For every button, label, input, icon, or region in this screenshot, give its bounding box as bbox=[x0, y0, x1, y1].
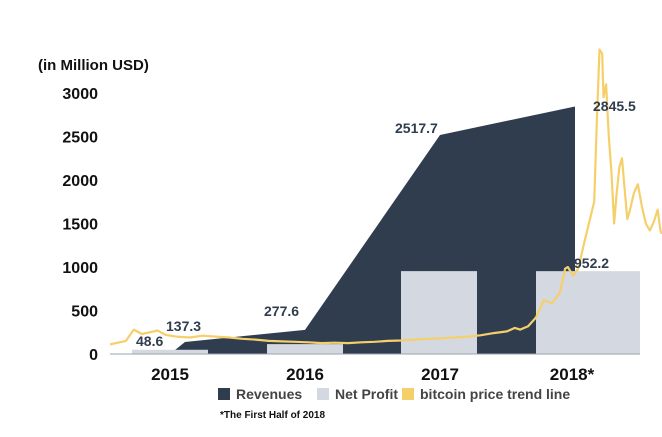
legend-label-bitcoin: bitcoin price trend line bbox=[420, 386, 570, 402]
x-tick-label: 2018* bbox=[550, 365, 595, 384]
y-tick-label: 1000 bbox=[62, 260, 98, 277]
revenue-data-label: 137.3 bbox=[166, 318, 201, 334]
y-tick-label: 500 bbox=[71, 304, 98, 321]
legend-swatch-net-profit bbox=[317, 388, 329, 400]
net-profit-data-label: 48.6 bbox=[136, 333, 163, 349]
bitcoin-trend-line bbox=[109, 48, 662, 346]
unit-label: (in Million USD) bbox=[38, 57, 149, 74]
net-profit-data-label: 952.2 bbox=[574, 255, 609, 271]
net-profit-bar bbox=[132, 349, 208, 354]
legend: Revenues Net Profit bitcoin price trend … bbox=[218, 386, 570, 402]
net-profit-bar bbox=[267, 344, 343, 354]
y-tick-label: 1500 bbox=[62, 217, 98, 234]
y-axis: 0 500 1000 1500 2000 2500 3000 bbox=[62, 86, 98, 364]
legend-label-revenues: Revenues bbox=[236, 386, 302, 402]
revenue-data-label: 2845.5 bbox=[593, 98, 636, 114]
y-tick-label: 0 bbox=[89, 347, 98, 364]
x-axis: 2015 2016 2017 2018* bbox=[110, 353, 640, 384]
net-profit-data-label: 952.6 bbox=[420, 255, 455, 271]
legend-swatch-bitcoin bbox=[402, 388, 414, 400]
revenue-data-label: 277.6 bbox=[264, 303, 299, 319]
x-tick-label: 2017 bbox=[421, 365, 459, 384]
y-tick-label: 3000 bbox=[62, 86, 98, 103]
legend-swatch-revenues bbox=[218, 388, 230, 400]
plot-area: 137.3 277.6 2517.7 2845.5 48.6 113.6 952.6 952.… bbox=[109, 48, 662, 354]
net-profit-data-label: 113.6 bbox=[311, 326, 345, 342]
y-tick-label: 2500 bbox=[62, 130, 98, 147]
revenue-data-label: 2517.7 bbox=[395, 120, 438, 136]
y-tick-label: 2000 bbox=[62, 173, 98, 190]
net-profit-bar bbox=[536, 271, 612, 354]
x-tick-label: 2015 bbox=[151, 365, 189, 384]
net-profit-bar-extension bbox=[612, 271, 640, 354]
legend-label-net-profit: Net Profit bbox=[335, 386, 398, 402]
revenues-area bbox=[170, 106, 575, 354]
footnote: *The First Half of 2018 bbox=[220, 410, 325, 421]
net-profit-bar bbox=[401, 271, 477, 354]
x-tick-label: 2016 bbox=[286, 365, 324, 384]
